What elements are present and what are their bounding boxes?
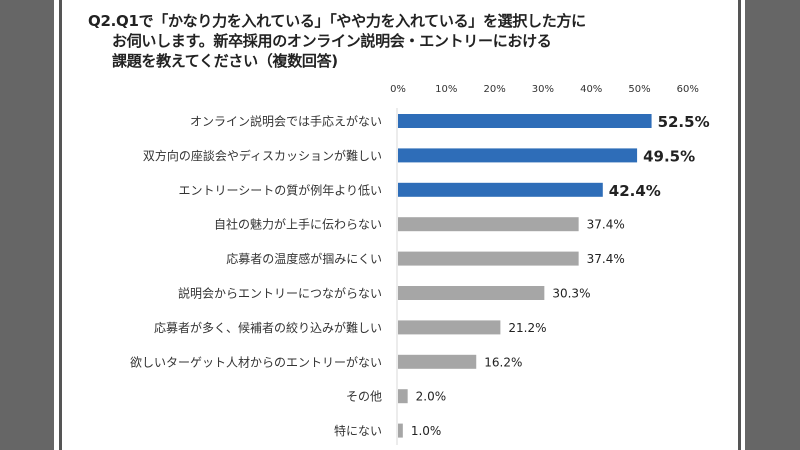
x-tick-label: 50%: [628, 84, 650, 95]
right-gray-band: [745, 0, 800, 450]
left-gray-band: [0, 0, 54, 450]
x-tick-label: 40%: [580, 84, 602, 95]
title-line: Q2.Q1で「かなり力を入れている」「やや力を入れている」を選択した方に: [88, 12, 586, 30]
value-label: 42.4%: [609, 182, 661, 200]
left-border-line: [59, 0, 62, 450]
category-label: その他: [346, 390, 382, 404]
right-border-line: [738, 0, 741, 450]
category-label: 特にない: [334, 423, 382, 438]
category-label: 応募者が多く、候補者の絞り込みが難しい: [154, 320, 382, 335]
bar: [398, 114, 652, 128]
value-label: 2.0%: [416, 390, 447, 404]
x-tick-label: 10%: [435, 84, 457, 95]
bar: [398, 423, 403, 438]
x-tick-label: 30%: [532, 84, 554, 95]
bar: [398, 148, 638, 163]
bar: [398, 320, 501, 335]
category-label: エントリーシートの質が例年より低い: [178, 182, 382, 197]
bar: [398, 389, 408, 404]
category-label: オンライン説明会では手応えがない: [190, 114, 382, 129]
value-label: 37.4%: [587, 218, 625, 232]
value-label: 37.4%: [587, 252, 625, 266]
x-tick-label: 60%: [677, 84, 699, 95]
value-label: 52.5%: [658, 113, 710, 131]
title-line: お伺いします。新卒採用のオンライン説明会・エントリーにおける: [112, 32, 552, 50]
bar: [398, 217, 579, 232]
title-line: 課題を教えてください（複数回答): [112, 52, 338, 70]
bar: [398, 286, 545, 300]
value-label: 49.5%: [643, 147, 695, 165]
value-label: 1.0%: [411, 424, 442, 438]
category-label: 応募者の温度感が掴みにくい: [226, 251, 382, 266]
category-label: 双方向の座談会やディスカッションが難しい: [143, 148, 382, 163]
x-tick-label: 0%: [390, 84, 406, 95]
bar: [398, 354, 477, 369]
value-label: 30.3%: [552, 287, 590, 301]
category-label: 欲しいターゲット人材からのエントリーがない: [130, 354, 382, 369]
bar: [398, 251, 579, 266]
value-label: 16.2%: [484, 355, 522, 369]
category-label: 自社の魅力が上手に伝わらない: [214, 217, 382, 232]
chart-title: Q2.Q1で「かなり力を入れている」「やや力を入れている」を選択した方に お伺い…: [88, 11, 586, 71]
value-label: 21.2%: [508, 321, 546, 335]
x-tick-label: 20%: [483, 84, 505, 95]
bar: [398, 182, 603, 197]
category-label: 説明会からエントリーにつながらない: [178, 286, 382, 301]
